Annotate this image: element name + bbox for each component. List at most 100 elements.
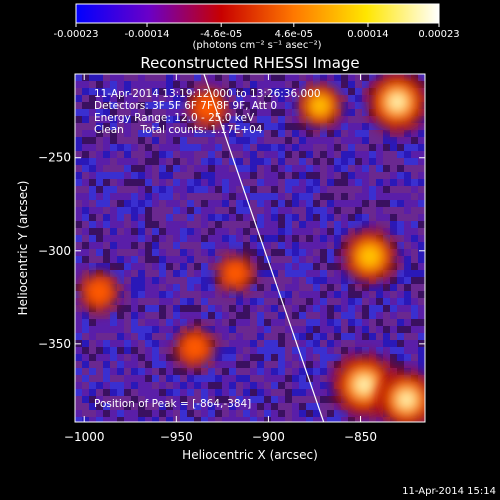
heatmap-cell (320, 242, 327, 249)
heatmap-cell (187, 284, 194, 291)
heatmap-cell (117, 333, 124, 340)
heatmap-cell (355, 347, 362, 354)
heatmap-cell (75, 144, 82, 151)
heatmap-cell (327, 130, 334, 137)
heatmap-cell (124, 137, 131, 144)
heatmap-cell (334, 284, 341, 291)
heatmap-cell (292, 277, 299, 284)
heatmap-cell (306, 291, 313, 298)
heatmap-cell (89, 333, 96, 340)
heatmap-cell (229, 382, 236, 389)
heatmap-cell (187, 305, 194, 312)
heatmap-cell (103, 403, 110, 410)
heatmap-cell (418, 305, 425, 312)
heatmap-cell (278, 270, 285, 277)
heatmap-cell (131, 263, 138, 270)
heatmap-cell (166, 277, 173, 284)
heatmap-cell (306, 375, 313, 382)
heatmap-cell (138, 221, 145, 228)
heatmap-cell (215, 186, 222, 193)
heatmap-cell (236, 396, 243, 403)
heatmap-cell (124, 172, 131, 179)
y-axis-label: Heliocentric Y (arcsec) (16, 181, 30, 316)
heatmap-cell (180, 193, 187, 200)
heatmap-cell (327, 214, 334, 221)
heatmap-cell (243, 207, 250, 214)
heatmap-cell (348, 158, 355, 165)
heatmap-cell (257, 228, 264, 235)
heatmap-cell (257, 277, 264, 284)
heatmap-cell (173, 375, 180, 382)
heatmap-cell (327, 221, 334, 228)
heatmap-cell (334, 417, 341, 422)
heatmap-cell (299, 361, 306, 368)
heatmap-cell (362, 109, 369, 116)
heatmap-cell (285, 354, 292, 361)
heatmap-cell (411, 186, 418, 193)
heatmap-cell (208, 417, 215, 422)
heatmap-cell (264, 291, 271, 298)
heatmap-cell (313, 151, 320, 158)
heatmap-cell (89, 102, 96, 109)
heatmap-cell (152, 235, 159, 242)
heatmap-cell (222, 214, 229, 221)
heatmap-cell (362, 186, 369, 193)
heatmap-cell (285, 151, 292, 158)
heatmap-cell (117, 172, 124, 179)
heatmap-cell (138, 417, 145, 422)
heatmap-cell (250, 410, 257, 417)
heatmap-cell (418, 228, 425, 235)
heatmap-cell (376, 298, 383, 305)
heatmap-cell (348, 95, 355, 102)
heatmap-cell (103, 228, 110, 235)
heatmap-cell (166, 249, 173, 256)
heatmap-cell (180, 368, 187, 375)
heatmap-cell (103, 340, 110, 347)
heatmap-cell (145, 179, 152, 186)
heatmap-cell (278, 396, 285, 403)
heatmap-cell (82, 158, 89, 165)
colorbar-tick-label: -4.6e-05 (200, 29, 242, 40)
heatmap-cell (75, 410, 82, 417)
heatmap-cell (264, 361, 271, 368)
heatmap-cell (334, 235, 341, 242)
heatmap-cell (229, 193, 236, 200)
heatmap-cell (173, 312, 180, 319)
heatmap-cell (229, 347, 236, 354)
heatmap-cell (194, 207, 201, 214)
heatmap-cell (103, 214, 110, 221)
heatmap-cell (236, 249, 243, 256)
heatmap-cell (313, 319, 320, 326)
heatmap-cell (376, 207, 383, 214)
heatmap-cell (411, 200, 418, 207)
heatmap-cell (236, 340, 243, 347)
heatmap-cell (215, 144, 222, 151)
heatmap-cell (180, 396, 187, 403)
heatmap-cell (397, 249, 404, 256)
heatmap-cell (250, 235, 257, 242)
heatmap-cell (138, 284, 145, 291)
heatmap-cell (236, 137, 243, 144)
heatmap-cell (201, 375, 208, 382)
heatmap-cell (96, 235, 103, 242)
heatmap-cell (383, 221, 390, 228)
heatmap-cell (75, 221, 82, 228)
heatmap-cell (257, 319, 264, 326)
heatmap-cell (82, 228, 89, 235)
heatmap-cell (264, 270, 271, 277)
heatmap-cell (292, 354, 299, 361)
heatmap-cell (145, 417, 152, 422)
heatmap-cell (320, 186, 327, 193)
heatmap-cell (313, 291, 320, 298)
heatmap-cell (166, 340, 173, 347)
heatmap-cell (397, 326, 404, 333)
heatmap-cell (124, 130, 131, 137)
heatmap-cell (138, 179, 145, 186)
heatmap-cell (159, 172, 166, 179)
heatmap-cell (173, 130, 180, 137)
heatmap-cell (152, 221, 159, 228)
heatmap-cell (257, 270, 264, 277)
heatmap-cell (194, 137, 201, 144)
heatmap-cell (117, 207, 124, 214)
heatmap-cell (96, 123, 103, 130)
